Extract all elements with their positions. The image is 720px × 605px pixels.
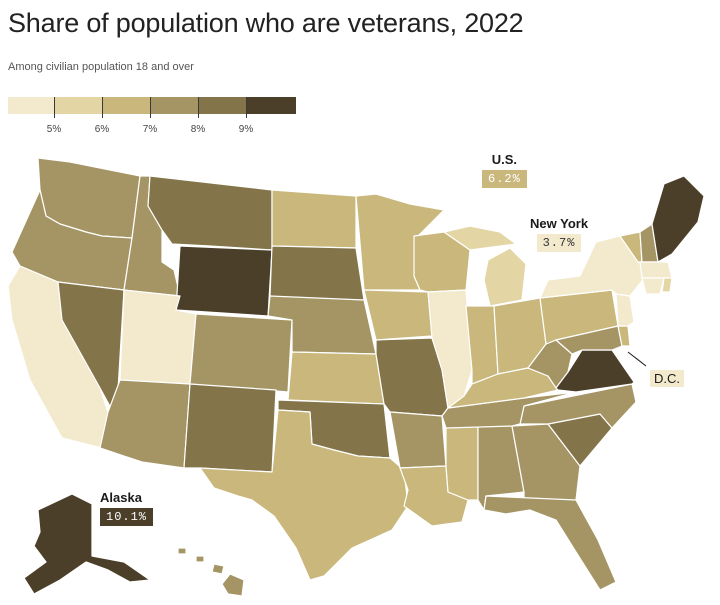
callout-us: U.S. 6.2% <box>482 152 527 188</box>
state-alaska <box>23 493 151 595</box>
callout-dc-name: D.C. <box>650 370 684 387</box>
state-hawaii-oahu <box>195 555 205 563</box>
state-florida <box>483 495 617 591</box>
state-new-mexico <box>183 383 277 473</box>
callout-new-york: New York 3.7% <box>530 216 588 252</box>
legend-bin-2 <box>54 97 102 114</box>
legend-bin-4 <box>150 97 198 114</box>
state-arkansas <box>389 411 447 469</box>
state-montana <box>147 175 273 251</box>
state-north-dakota <box>271 189 357 249</box>
legend-tick <box>54 97 55 118</box>
legend-bin-5 <box>198 97 246 114</box>
legend-tick <box>198 97 199 118</box>
legend-label-7: 7% <box>142 124 158 135</box>
legend-label-6: 6% <box>94 124 110 135</box>
color-legend <box>8 97 296 118</box>
callout-us-name: U.S. <box>491 152 518 167</box>
state-south-dakota <box>269 245 365 301</box>
dc-leader-line <box>627 351 647 367</box>
legend-label-9: 9% <box>238 124 254 135</box>
callout-dc: D.C. <box>650 370 684 387</box>
state-hawaii-maui <box>211 563 225 575</box>
state-michigan-upper <box>443 225 517 251</box>
state-rhode-island <box>661 277 673 293</box>
callout-alaska-value: 10.1% <box>100 508 154 526</box>
state-hawaii-kauai <box>177 547 187 555</box>
legend-bin-3 <box>102 97 150 114</box>
state-texas <box>199 409 409 581</box>
callout-alaska: Alaska 10.1% <box>100 490 154 526</box>
state-michigan-lower <box>483 247 527 307</box>
callout-alaska-name: Alaska <box>100 490 142 505</box>
map-title: Share of population who are veterans, 20… <box>8 8 524 38</box>
legend-tick <box>150 97 151 118</box>
state-wyoming <box>175 245 273 317</box>
legend-label-5: 5% <box>46 124 62 135</box>
state-hawaii-main <box>221 573 245 597</box>
state-colorado <box>189 313 293 393</box>
state-mississippi <box>445 425 479 501</box>
state-connecticut <box>641 277 665 295</box>
map-subtitle: Among civilian population 18 and over <box>8 61 194 73</box>
legend-tick <box>102 97 103 118</box>
state-new-jersey <box>615 293 635 327</box>
callout-new-york-value: 3.7% <box>536 234 582 252</box>
callout-new-york-name: New York <box>530 216 589 231</box>
state-maine <box>651 175 705 263</box>
legend-bin-6 <box>246 97 296 114</box>
callout-us-value: 6.2% <box>482 170 527 188</box>
state-iowa <box>363 289 433 341</box>
state-massachusetts <box>639 261 673 279</box>
state-kansas <box>287 351 385 405</box>
state-virginia <box>555 349 635 393</box>
legend-tick <box>246 97 247 118</box>
state-north-carolina <box>519 383 637 429</box>
legend-label-8: 8% <box>190 124 206 135</box>
legend-bin-1 <box>8 97 54 114</box>
